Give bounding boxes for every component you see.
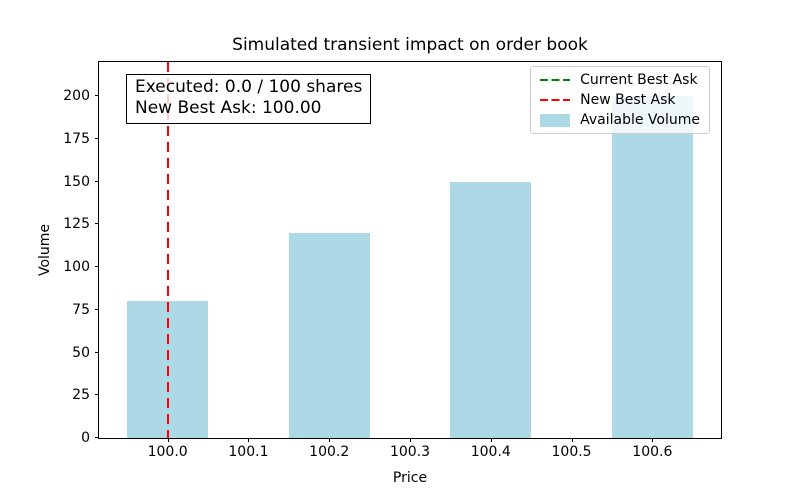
y-tick-label-200: 200: [63, 88, 90, 105]
bar-price-100.6: [611, 96, 693, 438]
x-tick-label-100.3: 100.3: [389, 444, 431, 460]
x-tick-100.5: [571, 438, 573, 442]
legend: Current Best Ask New Best Ask Available Vo…: [530, 66, 710, 134]
x-tick-label-100.2: 100.2: [309, 444, 350, 460]
chart-title: Simulated transient impact on order book: [232, 35, 588, 55]
x-tick-label-100.1: 100.1: [228, 444, 269, 460]
y-axis-label: Volume: [37, 223, 53, 277]
y-tick-75: [95, 308, 99, 310]
x-tick-label-100.6: 100.6: [632, 444, 673, 460]
x-tick-100.2: [329, 438, 331, 442]
y-tick-150: [95, 180, 99, 182]
x-tick-label-100.0: 100.0: [147, 444, 188, 460]
y-tick-25: [95, 394, 99, 396]
y-tick-label-75: 75: [72, 301, 90, 318]
y-tick-label-150: 150: [63, 173, 90, 190]
legend-swatch-current-best-ask: [540, 79, 571, 81]
annotation-box: Executed: 0.0 / 100 shares New Best Ask:…: [126, 74, 372, 124]
legend-item-current-best-ask: Current Best Ask: [540, 72, 700, 88]
bar-price-100.2: [288, 232, 370, 438]
y-tick-175: [95, 137, 99, 139]
y-tick-label-175: 175: [63, 130, 90, 147]
legend-swatch-available-volume: [540, 113, 571, 127]
x-tick-100.1: [248, 438, 250, 442]
y-tick-125: [95, 223, 99, 225]
y-tick-label-100: 100: [63, 259, 90, 276]
legend-item-new-best-ask: New Best Ask: [540, 92, 700, 108]
x-axis-label: Price: [392, 470, 428, 486]
y-tick-label-125: 125: [63, 216, 90, 233]
annotation-executed: Executed: 0.0 / 100 shares: [135, 77, 363, 97]
annotation-new-best-ask: New Best Ask: 100.00: [135, 98, 322, 118]
y-tick-50: [95, 351, 99, 353]
legend-label-current-best-ask: Current Best Ask: [580, 72, 698, 88]
y-tick-label-0: 0: [81, 430, 90, 446]
plot-area: Executed: 0.0 / 100 shares New Best Ask:…: [63, 61, 722, 460]
y-tick-label-50: 50: [72, 344, 90, 361]
x-tick-label-100.4: 100.4: [470, 444, 511, 460]
x-tick-100.0: [167, 438, 169, 442]
y-tick-label-25: 25: [72, 387, 90, 404]
legend-label-new-best-ask: New Best Ask: [580, 92, 676, 108]
legend-label-available-volume: Available Volume: [580, 112, 700, 128]
legend-item-available-volume: Available Volume: [540, 112, 700, 128]
y-tick-200: [95, 95, 99, 97]
y-tick-100: [95, 266, 99, 268]
x-tick-100.3: [410, 438, 411, 442]
legend-swatch-new-best-ask: [540, 99, 571, 101]
bar-price-100.4: [450, 181, 532, 438]
x-tick-100.4: [490, 438, 492, 442]
x-tick-label-100.5: 100.5: [551, 444, 592, 460]
y-tick-0: [95, 437, 99, 438]
new-best-ask-line: [166, 62, 169, 438]
x-tick-100.6: [652, 438, 654, 442]
